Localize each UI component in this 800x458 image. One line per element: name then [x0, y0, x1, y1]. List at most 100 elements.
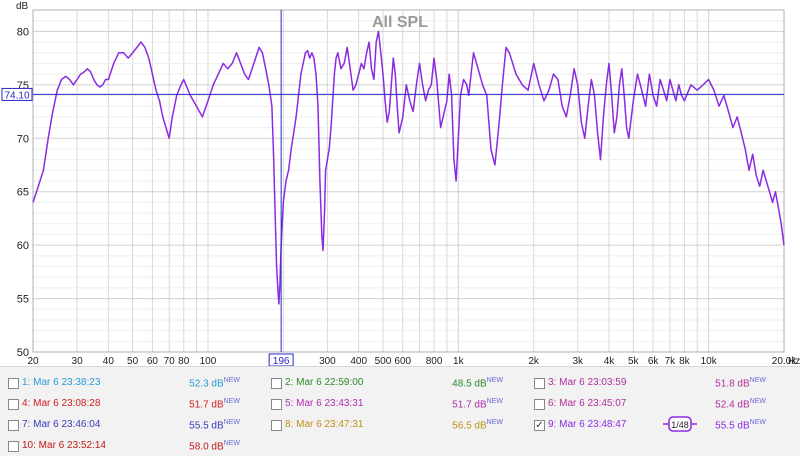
- legend-item-name[interactable]: 1: Mar 6 23:38:23: [22, 377, 101, 388]
- legend-new-badge: NEW: [223, 419, 240, 426]
- legend-value-text: 48.5 dB: [452, 378, 487, 390]
- x-tick-label: 20.0k: [772, 356, 797, 366]
- legend-item: 7: Mar 6 23:46:04 55.5 dBNEW: [0, 417, 263, 437]
- chart-grid: [32, 9, 785, 353]
- legend-checkbox[interactable]: [271, 399, 282, 410]
- y-tick-label: 65: [17, 187, 29, 199]
- legend-checkbox[interactable]: [8, 420, 19, 431]
- x-tick-label: 50: [127, 356, 139, 366]
- x-tick-label: 400: [350, 356, 367, 366]
- legend-value-text: 58.0 dB: [189, 441, 224, 453]
- x-tick-label: 30: [72, 356, 84, 366]
- legend-new-badge: NEW: [486, 377, 503, 384]
- cursor-x-box: [268, 353, 294, 366]
- legend-value-text: 51.7 dB: [452, 399, 487, 411]
- x-tick-label: 500: [375, 356, 392, 366]
- legend-item: 5: Mar 6 23:43:31 51.7 dBNEW: [263, 396, 526, 416]
- y-tick-label: 50: [17, 347, 29, 359]
- x-axis-label: Hz: [788, 356, 800, 366]
- legend-new-badge: NEW: [223, 398, 240, 405]
- legend-item-value: 51.7 dBNEW: [189, 398, 240, 410]
- legend-checkbox[interactable]: [534, 399, 545, 410]
- x-tick-label: 7k: [665, 356, 677, 366]
- legend-item-name[interactable]: 8: Mar 6 23:47:31: [285, 419, 364, 430]
- legend-item-value: 51.7 dBNEW: [452, 398, 503, 410]
- legend-item-value: 55.5 dBNEW: [189, 419, 240, 431]
- legend-value-text: 52.3 dB: [189, 378, 224, 390]
- legend-checkbox[interactable]: [271, 378, 282, 389]
- x-tick-label: 600: [394, 356, 411, 366]
- legend-new-badge: NEW: [486, 398, 503, 405]
- x-tick-label: 800: [426, 356, 443, 366]
- smoothing-indicator[interactable]: 1/48: [663, 416, 697, 432]
- cursor-x-label: 196: [273, 356, 290, 366]
- legend-item-name[interactable]: 3: Mar 6 23:03:59: [548, 377, 627, 388]
- legend-item: ✓ 9: Mar 6 23:48:47 1/48 55.5 dBNEW: [526, 416, 789, 437]
- legend-checkbox[interactable]: [271, 420, 282, 431]
- legend-item-value: 51.8 dBNEW: [715, 377, 766, 389]
- legend-item-name[interactable]: 4: Mar 6 23:08:28: [22, 398, 101, 409]
- legend-item: 6: Mar 6 23:45:07 52.4 dBNEW: [526, 396, 789, 416]
- x-tick-label: 3k: [572, 356, 584, 366]
- x-tick-label: 20: [27, 356, 39, 366]
- legend-checkbox[interactable]: [8, 378, 19, 389]
- plot-area: [32, 9, 785, 353]
- chart-title: All SPL: [372, 14, 428, 31]
- y-tick-label: 70: [17, 133, 29, 145]
- y-tick-label: 60: [17, 240, 29, 252]
- legend-item-name[interactable]: 9: Mar 6 23:48:47: [548, 419, 627, 430]
- legend-item-value: 58.0 dBNEW: [189, 440, 240, 452]
- legend-item-value: 48.5 dBNEW: [452, 377, 503, 389]
- legend-new-badge: NEW: [223, 440, 240, 447]
- legend-new-badge: NEW: [223, 377, 240, 384]
- legend-item: 1: Mar 6 23:38:23 52.3 dBNEW: [0, 375, 263, 395]
- x-tick-label: 4k: [604, 356, 616, 366]
- y-tick-label: 55: [17, 294, 29, 306]
- legend-panel: 1: Mar 6 23:38:23 52.3 dBNEW 2: Mar 6 22:5…: [0, 366, 800, 456]
- legend-checkbox[interactable]: [8, 441, 19, 452]
- legend-item-name[interactable]: 6: Mar 6 23:45:07: [548, 398, 627, 409]
- legend-new-badge: NEW: [486, 419, 503, 426]
- legend-value-text: 55.5 dB: [715, 420, 750, 432]
- legend-new-badge: NEW: [749, 398, 766, 405]
- legend-new-badge: NEW: [749, 419, 766, 426]
- x-tick-label: 2k: [528, 356, 540, 366]
- legend-item: 10: Mar 6 23:52:14 58.0 dBNEW: [0, 438, 263, 458]
- legend-item-value: 55.5 dBNEW: [715, 419, 766, 431]
- cursor-y-box: [1, 87, 33, 101]
- x-tick-label: 60: [147, 356, 159, 366]
- x-tick-label: 8k: [679, 356, 691, 366]
- x-tick-label: 10k: [701, 356, 718, 366]
- x-tick-label: 1k: [453, 356, 465, 366]
- x-tick-label: 6k: [648, 356, 660, 366]
- series-line: [32, 30, 785, 305]
- legend-item: 8: Mar 6 23:47:31 56.5 dBNEW: [263, 417, 526, 437]
- y-tick-label: 80: [17, 26, 29, 38]
- legend-item-name[interactable]: 10: Mar 6 23:52:14: [22, 440, 106, 451]
- legend-item-value: 52.4 dBNEW: [715, 398, 766, 410]
- legend-item: 3: Mar 6 23:03:59 51.8 dBNEW: [526, 375, 789, 395]
- y-axis-label: dB: [16, 1, 29, 12]
- x-tick-label: 100: [200, 356, 217, 366]
- x-tick-label: 40: [103, 356, 115, 366]
- x-tick-label: 80: [178, 356, 190, 366]
- legend-value-text: 56.5 dB: [452, 420, 487, 432]
- legend-item-value: 56.5 dBNEW: [452, 419, 503, 431]
- legend-value-text: 51.7 dB: [189, 399, 224, 411]
- legend-item: 4: Mar 6 23:08:28 51.7 dBNEW: [0, 396, 263, 416]
- legend-value-text: 51.8 dB: [715, 378, 750, 390]
- legend-checkbox[interactable]: ✓: [534, 420, 545, 431]
- legend-item-value: 52.3 dBNEW: [189, 377, 240, 389]
- legend-checkbox[interactable]: [534, 378, 545, 389]
- cursor-y-label: 74.10: [4, 90, 29, 101]
- legend-checkbox[interactable]: [8, 399, 19, 410]
- legend-item: 2: Mar 6 22:59:00 48.5 dBNEW: [263, 375, 526, 395]
- legend-item-name[interactable]: 5: Mar 6 23:43:31: [285, 398, 364, 409]
- legend-item-name[interactable]: 2: Mar 6 22:59:00: [285, 377, 364, 388]
- smoothing-label: 1/48: [671, 420, 689, 430]
- legend-value-text: 52.4 dB: [715, 399, 750, 411]
- x-tick-label: 300: [319, 356, 336, 366]
- legend-item-name[interactable]: 7: Mar 6 23:46:04: [22, 419, 101, 430]
- legend-value-text: 55.5 dB: [189, 420, 224, 432]
